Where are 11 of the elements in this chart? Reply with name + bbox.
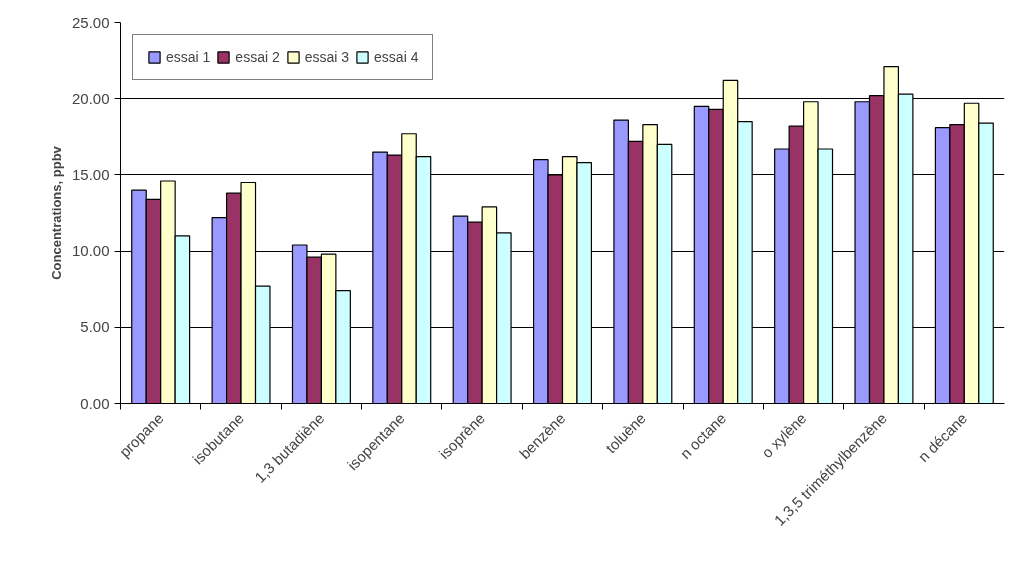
y-tick-label: 5.00 <box>80 318 110 336</box>
y-tick-label: 25.00 <box>71 13 110 31</box>
y-tick-label: 15.00 <box>71 165 110 183</box>
y-axis-title: Concentrations, ppbv <box>48 145 64 280</box>
legend-label: essai 3 <box>304 49 350 65</box>
legend-label: essai 4 <box>374 49 419 65</box>
y-tick-label: 10.00 <box>71 242 110 260</box>
legend-label: essai 1 <box>166 49 211 65</box>
y-tick-label: 0.00 <box>80 394 110 412</box>
y-tick-label: 20.00 <box>71 89 110 107</box>
legend-label: essai 2 <box>235 49 280 65</box>
